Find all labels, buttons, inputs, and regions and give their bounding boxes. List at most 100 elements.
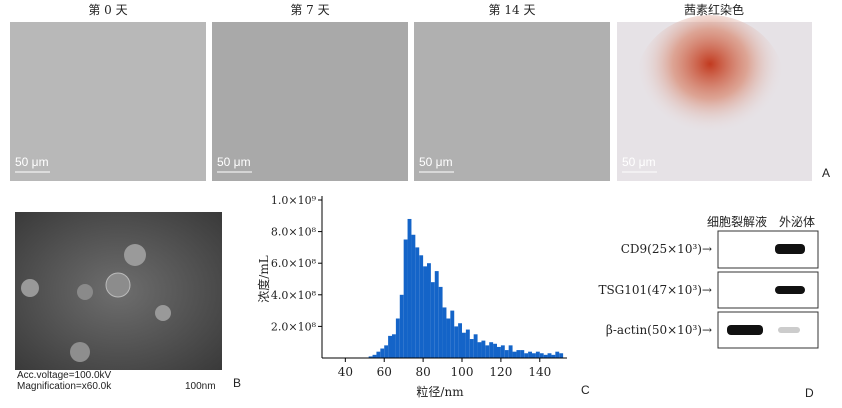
bar — [473, 334, 478, 358]
panel-b: Acc.voltage=100.0kV Magnification=x60.0k… — [15, 212, 241, 392]
panel-title: 第 14 天 — [489, 3, 536, 17]
panel-title: 第 0 天 — [88, 3, 127, 17]
bar — [395, 318, 400, 358]
band — [775, 244, 805, 254]
bar — [547, 353, 552, 358]
bar — [419, 255, 424, 358]
x-tick-label: 120 — [489, 365, 512, 379]
band — [727, 325, 763, 335]
bar — [427, 263, 431, 358]
bar — [380, 348, 385, 358]
bar — [469, 339, 474, 358]
bar — [403, 239, 408, 358]
panel-title: 第 7 天 — [290, 3, 329, 17]
bar — [528, 351, 532, 358]
bar — [415, 247, 420, 358]
row-label: CD9(25×10³)→ — [621, 242, 712, 256]
bar — [384, 345, 389, 358]
bar — [477, 342, 482, 358]
column-label: 外泌体 — [779, 215, 815, 229]
bar — [392, 334, 396, 358]
x-tick-label: 80 — [415, 365, 430, 379]
vesicle — [155, 305, 171, 321]
scale-label: 50 μm — [15, 155, 49, 169]
bar — [485, 345, 490, 358]
row-label: β-actin(50×10³)→ — [606, 323, 712, 337]
panel-title: 茜素红染色 — [684, 2, 744, 17]
x-tick-label: 140 — [528, 365, 551, 379]
bar — [520, 350, 525, 358]
panel-letter: A — [822, 166, 830, 180]
bar — [454, 326, 459, 358]
vesicle — [77, 284, 93, 300]
bar — [555, 351, 560, 358]
bar — [512, 351, 517, 358]
bar — [551, 354, 556, 358]
micrograph — [414, 22, 610, 181]
bar — [559, 353, 564, 358]
tem-info: Acc.voltage=100.0kV — [17, 370, 112, 381]
bar — [481, 340, 486, 358]
bar — [430, 282, 435, 358]
y-tick-label: 6.0×10⁸ — [271, 257, 317, 270]
bar — [368, 356, 373, 358]
bar — [450, 310, 455, 358]
panel-a: 第 0 天 第 7 天 第 14 天 茜素红染色 50 μm 50 μm 50 … — [10, 2, 830, 181]
bar — [423, 266, 427, 358]
stain — [635, 15, 785, 155]
x-tick-label: 40 — [338, 365, 353, 379]
bar — [372, 354, 377, 358]
bar — [535, 351, 540, 358]
row-label: TSG101(47×10³)→ — [598, 283, 712, 297]
y-tick-label: 2.0×10⁸ — [271, 320, 317, 333]
bar — [500, 345, 505, 358]
bar — [462, 332, 466, 358]
bar — [388, 335, 392, 358]
bar — [504, 350, 509, 358]
bar — [532, 353, 536, 358]
y-axis-label: 浓度/mL — [256, 255, 271, 302]
column-label: 细胞裂解液 — [707, 214, 767, 229]
bar — [411, 234, 416, 358]
bar — [458, 323, 462, 358]
vesicle — [21, 279, 39, 297]
bar — [524, 353, 529, 358]
x-axis-label: 粒径/nm — [416, 384, 464, 399]
bar — [497, 346, 501, 358]
scale-label: 50 μm — [419, 155, 453, 169]
bar — [543, 354, 548, 358]
panel-c: 粒径/nm 浓度/mL C 2.0×10⁸ 4.0×10⁸ 6.0×10⁸ 8.0×1… — [256, 194, 590, 399]
y-tick-label: 8.0×10⁸ — [271, 226, 317, 239]
bar — [539, 353, 544, 358]
bar — [493, 343, 497, 358]
bar — [516, 350, 521, 358]
bar — [446, 318, 451, 358]
panel-d: 细胞裂解液 外泌体 CD9(25×10³)→ TSG101(47×10³)→ β… — [598, 214, 819, 400]
tem-info: Magnification=x60.0k — [17, 381, 112, 392]
y-tick-label: 4.0×10⁸ — [271, 289, 317, 302]
x-tick-label: 100 — [451, 365, 474, 379]
vesicle — [124, 244, 146, 266]
scale-label: 50 μm — [217, 155, 251, 169]
tem-scale: 100nm — [185, 381, 216, 392]
panel-letter: B — [233, 376, 241, 390]
vesicle — [105, 272, 131, 298]
panel-letter: D — [805, 386, 814, 400]
bar — [438, 286, 443, 358]
y-tick-label: 1.0×10⁹ — [271, 194, 317, 207]
band — [775, 286, 805, 294]
scale-label: 50 μm — [622, 155, 656, 169]
band — [778, 327, 800, 333]
bar — [434, 271, 439, 358]
micrograph — [10, 22, 206, 181]
vesicle — [70, 342, 90, 362]
bar — [407, 218, 412, 358]
bar — [376, 351, 381, 358]
panel-letter: C — [581, 383, 590, 397]
bar — [442, 307, 447, 358]
x-tick-label: 60 — [377, 365, 392, 379]
bar — [399, 294, 404, 358]
bar — [465, 329, 470, 358]
bar — [508, 345, 513, 358]
